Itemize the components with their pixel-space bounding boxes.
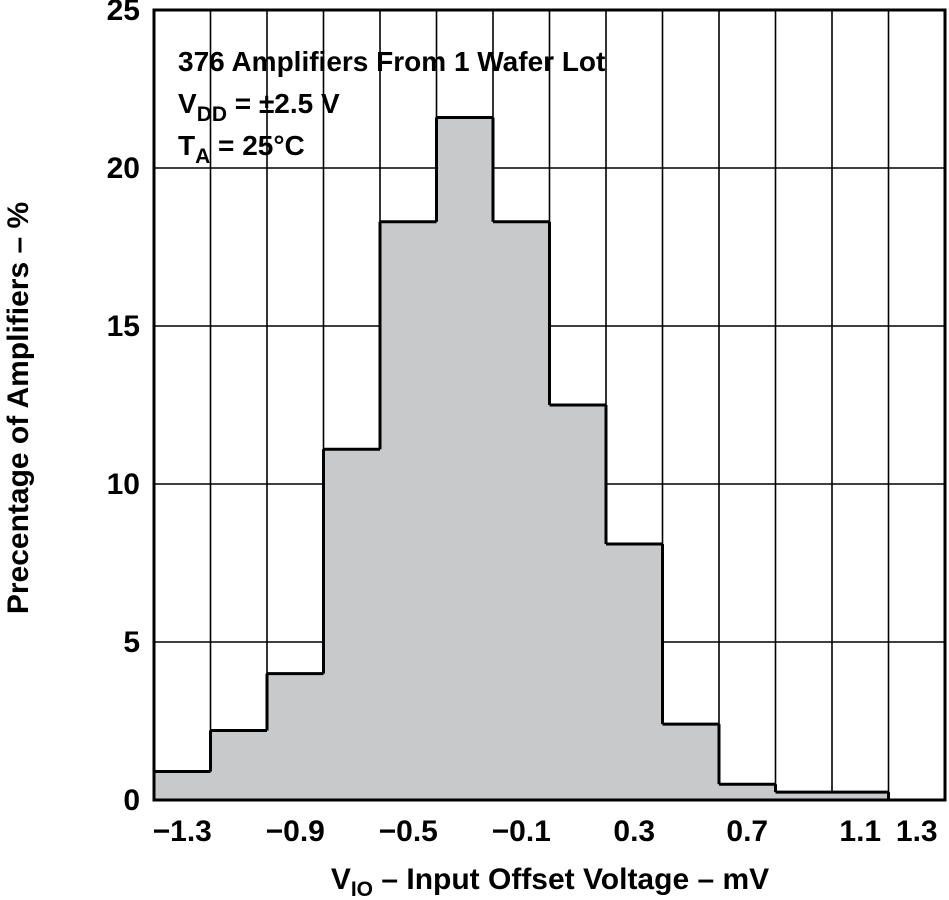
x-tick-label: 1.1 <box>839 815 881 848</box>
y-tick-label: 0 <box>123 784 140 817</box>
histogram-bar <box>380 221 437 801</box>
histogram-bar <box>719 784 776 800</box>
y-tick-label: 10 <box>107 468 140 501</box>
y-tick-label: 15 <box>107 310 140 343</box>
histogram-bar <box>493 221 550 801</box>
histogram-bar <box>662 724 719 800</box>
plot-frame <box>152 8 947 802</box>
y-axis-label: Precentage of Amplifiers – % <box>2 202 35 614</box>
histogram-bar <box>775 792 832 800</box>
annotation-sample-size: 376 Amplifiers From 1 Wafer Lot <box>178 46 605 77</box>
histogram-bar <box>436 117 493 800</box>
histogram-bar <box>323 449 380 800</box>
x-tick-label: 1.3 <box>896 815 938 848</box>
y-tick-label: 20 <box>107 152 140 185</box>
x-tick-labels: −1.3 −0.9 −0.5 −0.1 0.3 0.7 1.1 1.3 <box>153 815 938 848</box>
annotation-temperature: TA = 25°C <box>178 130 305 168</box>
x-tick-label: −0.9 <box>266 815 325 848</box>
x-axis-label: VIO – Input Offset Voltage – mV <box>331 863 769 900</box>
histogram-bar <box>267 673 324 800</box>
x-tick-label: −0.5 <box>379 815 438 848</box>
x-tick-label: −0.1 <box>492 815 551 848</box>
histogram-bar <box>210 730 267 800</box>
x-tick-label: 0.7 <box>726 815 768 848</box>
histogram-bar <box>832 792 889 800</box>
y-tick-label: 25 <box>107 0 140 27</box>
x-tick-label: −1.3 <box>153 815 212 848</box>
y-tick-labels: 0 5 10 15 20 25 <box>107 0 140 817</box>
x-tick-label: 0.3 <box>613 815 655 848</box>
histogram-bar <box>606 544 663 800</box>
histogram-bar <box>154 771 211 800</box>
histogram-bar <box>549 405 606 800</box>
histogram-bars <box>152 115 890 801</box>
annotation-supply-voltage: VDD = ±2.5 V <box>178 88 340 126</box>
y-tick-label: 5 <box>123 626 140 659</box>
